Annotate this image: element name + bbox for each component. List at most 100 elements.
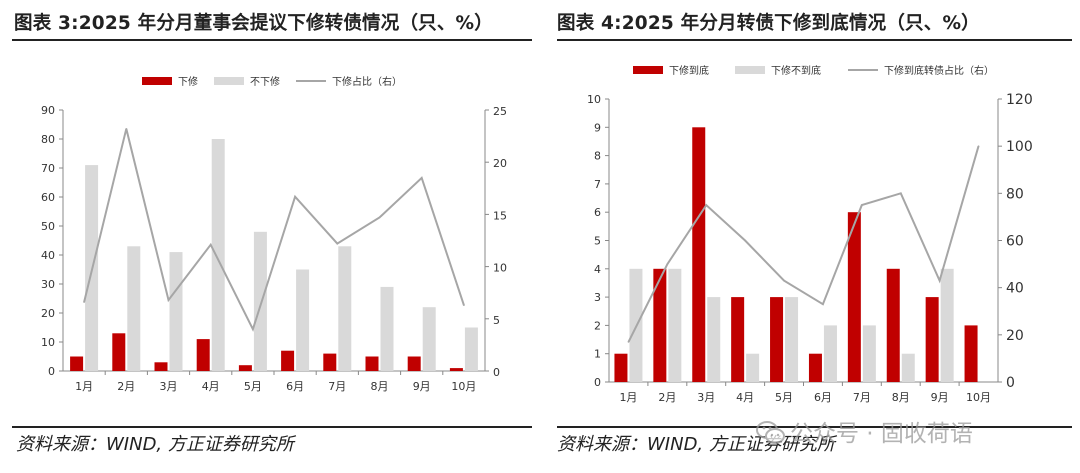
right-x-tick-label: 4月	[736, 391, 754, 404]
watermark-text: 公众号 · 固收荷语	[790, 421, 973, 447]
right-x-tick-label: 2月	[658, 391, 676, 404]
left-x-tick-label: 10月	[451, 380, 476, 393]
right-y-tick-label: 0	[594, 376, 601, 389]
right-bar-secondary	[901, 353, 915, 382]
left-bar-secondary	[380, 286, 394, 371]
left-legend-swatch-2	[214, 77, 244, 85]
right-bar-secondary	[940, 268, 954, 382]
right-y2-tick-label: 100	[1006, 139, 1033, 155]
left-y-tick-label: 60	[41, 191, 55, 204]
right-bar-primary	[692, 127, 706, 382]
left-legend-label-1: 下修	[178, 75, 198, 88]
left-bar-secondary	[422, 307, 436, 371]
left-y-tick-label: 50	[41, 220, 55, 233]
right-x-tick-label: 6月	[814, 391, 832, 404]
left-legend-swatch-1	[142, 77, 172, 85]
right-line-point	[783, 279, 785, 282]
right-y-tick-label: 9	[594, 121, 601, 134]
left-line-point	[252, 328, 254, 331]
left-y-tick-label: 20	[41, 307, 55, 320]
left-x-tick-label: 6月	[286, 380, 304, 393]
right-bar-secondary	[823, 325, 837, 382]
right-y-tick-label: 4	[594, 263, 601, 276]
right-legend-swatch-2	[735, 66, 765, 74]
right-y2-tick-label: 80	[1006, 186, 1024, 202]
left-y2-tick-label: 5	[493, 314, 500, 327]
right-series-line	[627, 145, 980, 343]
right-bar-secondary	[785, 297, 799, 382]
left-bar-secondary	[253, 231, 267, 371]
left-x-tick-label: 4月	[202, 380, 220, 393]
left-chart-svg: 下修 不下修 下修占比（右） 0 10 20 30 40 50 60 70 80 90 0 5 10 15 20 2…	[41, 75, 507, 393]
right-legend-label-2: 下修不到底	[771, 64, 821, 77]
left-x-tick-label: 2月	[117, 380, 135, 393]
left-bar-secondary	[127, 246, 141, 371]
left-source-rule	[12, 426, 532, 428]
left-bar-primary	[70, 356, 84, 371]
right-line-point	[627, 341, 630, 343]
right-y2-tick-label: 0	[1006, 375, 1015, 391]
right-title-rule	[557, 39, 1072, 41]
right-legend-swatch-1	[633, 66, 663, 74]
left-bar-secondary	[211, 139, 225, 371]
right-source-note: 资料来源：WIND, 方正证券研究所	[557, 434, 835, 455]
left-y2-tick-label: 10	[493, 262, 507, 275]
right-y2-tick-label: 40	[1006, 281, 1024, 297]
right-bar-secondary	[668, 268, 682, 382]
left-y-tick-label: 0	[48, 365, 55, 378]
right-bar-primary	[925, 297, 939, 382]
left-y-tick-label: 30	[41, 278, 55, 291]
left-bar-primary	[112, 333, 126, 371]
left-bar-secondary	[464, 327, 478, 371]
left-x-tick-label: 3月	[160, 380, 178, 393]
right-y2-tick-label: 60	[1006, 234, 1024, 250]
left-x-tick-label: 5月	[244, 380, 262, 393]
left-series-line	[83, 128, 465, 332]
left-line-point	[463, 304, 465, 307]
right-bar-primary	[886, 268, 900, 382]
right-bar-primary	[653, 268, 667, 382]
left-bar-primary	[407, 356, 421, 371]
left-line-point	[83, 301, 85, 303]
right-bar-primary	[847, 212, 861, 382]
right-y-tick-label: 6	[594, 206, 601, 219]
left-y2-tick-label: 0	[493, 366, 500, 379]
right-line-point	[666, 263, 669, 265]
left-legend-label-2: 不下修	[250, 75, 280, 88]
right-y2-tick-label: 20	[1006, 328, 1024, 344]
right-bar-primary	[731, 297, 745, 382]
right-bar-secondary	[707, 297, 721, 382]
right-bar-secondary	[862, 325, 876, 382]
right-x-tick-label: 10月	[966, 391, 991, 404]
left-bar-secondary	[169, 252, 183, 371]
right-line-point	[822, 303, 824, 305]
right-bar-secondary	[746, 353, 760, 382]
right-y-tick-label: 10	[587, 93, 601, 106]
right-legend-label-1: 下修到底	[669, 64, 709, 77]
left-line-point	[294, 195, 296, 198]
left-x-tick-label: 8月	[371, 380, 389, 393]
right-line-point	[899, 192, 902, 195]
left-x-tick-label: 7月	[328, 380, 346, 393]
left-y2-tick-label: 25	[493, 105, 507, 118]
left-line-point	[336, 242, 339, 245]
right-line-point	[861, 204, 863, 206]
left-bar-primary	[238, 365, 252, 371]
watermark: 公众号 · 固收荷语	[756, 414, 973, 448]
left-bar-primary	[449, 368, 463, 371]
left-line-point	[167, 299, 170, 301]
right-x-tick-label: 1月	[619, 391, 637, 404]
left-bar-primary	[365, 356, 379, 371]
left-line-point	[125, 127, 128, 130]
left-bar-primary	[154, 362, 168, 371]
left-line-point	[209, 243, 212, 246]
left-bar-secondary	[338, 246, 352, 371]
left-chart-panel: 图表 3:2025 年分月董事会提议下修转债情况（只、%） 下修 不下修 下修占比（…	[12, 13, 532, 455]
right-line-point	[705, 204, 708, 206]
left-line-point	[378, 216, 381, 219]
wechat-icon	[756, 421, 785, 444]
right-x-tick-label: 3月	[697, 391, 715, 404]
left-y-tick-label: 10	[41, 336, 55, 349]
left-bar-secondary	[296, 269, 310, 371]
right-line-point	[977, 145, 980, 147]
